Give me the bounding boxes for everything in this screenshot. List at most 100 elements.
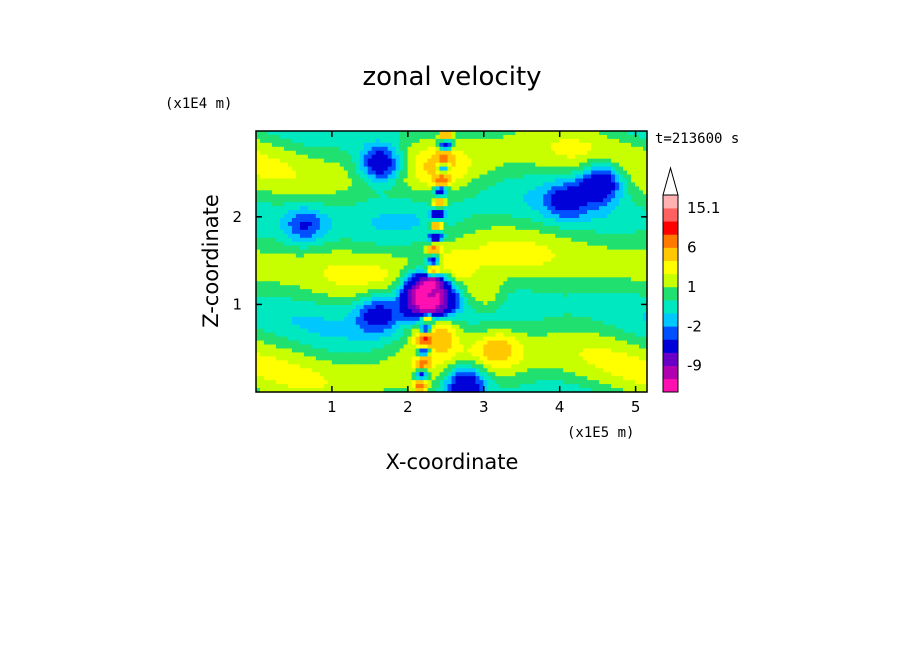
- field-cell: [527, 253, 532, 259]
- field-cell: [591, 293, 596, 298]
- field-cell: [431, 305, 437, 310]
- field-cell: [455, 289, 461, 294]
- field-cell: [583, 308, 588, 314]
- field-cell: [395, 281, 401, 286]
- field-cell: [311, 190, 317, 195]
- field-cell: [511, 249, 516, 255]
- field-cell: [256, 273, 261, 278]
- field-cell: [611, 186, 616, 191]
- field-cell: [315, 261, 321, 267]
- field-cell: [403, 265, 409, 270]
- field-cell: [563, 150, 568, 156]
- field-cell: [583, 158, 588, 164]
- field-cell: [343, 210, 349, 215]
- field-cell: [435, 206, 441, 211]
- field-cell: [619, 198, 624, 203]
- field-cell: [583, 265, 588, 270]
- field-cell: [363, 297, 369, 302]
- field-cell: [451, 142, 457, 148]
- field-cell: [475, 154, 481, 160]
- field-cell: [283, 214, 289, 219]
- field-cell: [439, 285, 445, 290]
- field-cell: [331, 249, 337, 255]
- field-cell: [599, 261, 604, 267]
- field-cell: [519, 198, 524, 203]
- field-cell: [519, 237, 524, 243]
- field-cell: [443, 154, 449, 160]
- field-cell: [311, 170, 317, 176]
- field-cell: [256, 182, 261, 187]
- field-cell: [611, 162, 616, 168]
- field-cell: [411, 265, 417, 270]
- field-cell: [331, 316, 337, 322]
- field-cell: [523, 257, 528, 263]
- field-cell: [599, 138, 604, 144]
- field-cell: [291, 273, 297, 278]
- field-cell: [539, 162, 544, 168]
- field-cell: [527, 261, 532, 267]
- field-cell: [339, 186, 345, 191]
- field-cell: [311, 229, 317, 235]
- field-cell: [407, 245, 413, 251]
- field-cell: [571, 308, 576, 314]
- field-cell: [311, 178, 317, 183]
- field-cell: [595, 178, 600, 183]
- field-cell: [507, 261, 512, 267]
- field-cell: [387, 269, 393, 274]
- field-cell: [491, 293, 496, 298]
- field-cell: [427, 233, 433, 239]
- field-cell: [371, 194, 377, 199]
- field-cell: [331, 131, 337, 136]
- field-cell: [291, 166, 297, 172]
- field-cell: [267, 178, 273, 183]
- field-cell: [375, 158, 381, 164]
- field-cell: [303, 146, 309, 152]
- field-cell: [263, 257, 269, 263]
- field-cell: [495, 289, 500, 294]
- field-cell: [275, 166, 281, 172]
- field-cell: [395, 138, 401, 144]
- field-cell: [531, 221, 536, 227]
- field-cell: [555, 174, 560, 180]
- field-cell: [335, 225, 341, 231]
- field-cell: [343, 166, 349, 172]
- field-cell: [635, 301, 640, 306]
- field-cell: [403, 178, 409, 183]
- field-cell: [419, 178, 425, 183]
- field-cell: [363, 289, 369, 294]
- field-cell: [271, 174, 277, 180]
- field-cell: [499, 281, 504, 286]
- field-cell: [291, 253, 297, 259]
- field-cell: [571, 198, 576, 203]
- field-cell: [387, 134, 393, 140]
- field-cell: [479, 285, 485, 290]
- field-cell: [287, 241, 293, 247]
- field-cell: [639, 178, 644, 183]
- field-cell: [643, 229, 648, 235]
- field-cell: [383, 182, 389, 187]
- field-cell: [635, 210, 640, 215]
- field-cell: [299, 316, 305, 322]
- field-cell: [291, 194, 297, 199]
- field-cell: [323, 277, 329, 282]
- field-cell: [543, 289, 548, 294]
- field-cell: [559, 214, 564, 219]
- field-cell: [423, 138, 429, 144]
- field-cell: [487, 297, 492, 302]
- field-cell: [463, 249, 469, 255]
- field-cell: [415, 293, 421, 298]
- field-cell: [379, 142, 385, 148]
- field-cell: [347, 257, 353, 263]
- field-cell: [263, 138, 269, 144]
- field-cell: [435, 225, 441, 231]
- field-cell: [483, 158, 489, 164]
- field-cell: [267, 194, 273, 199]
- field-cell: [295, 178, 301, 183]
- field-cell: [463, 253, 469, 259]
- field-cell: [303, 297, 309, 302]
- field-cell: [583, 214, 588, 219]
- field-cell: [499, 210, 504, 215]
- field-cell: [267, 202, 273, 207]
- field-cell: [411, 269, 417, 274]
- field-cell: [339, 281, 345, 286]
